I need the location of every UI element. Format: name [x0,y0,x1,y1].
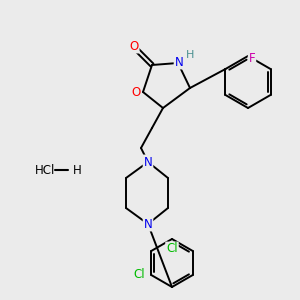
Text: O: O [129,40,139,52]
Text: Cl: Cl [134,268,145,281]
Text: N: N [144,155,152,169]
Text: H: H [186,50,194,60]
Text: H: H [73,164,82,176]
Text: Cl: Cl [166,242,178,256]
Text: O: O [131,85,141,98]
Text: N: N [175,56,183,68]
Text: HCl: HCl [35,164,56,176]
Text: N: N [144,218,152,230]
Text: F: F [249,52,255,64]
